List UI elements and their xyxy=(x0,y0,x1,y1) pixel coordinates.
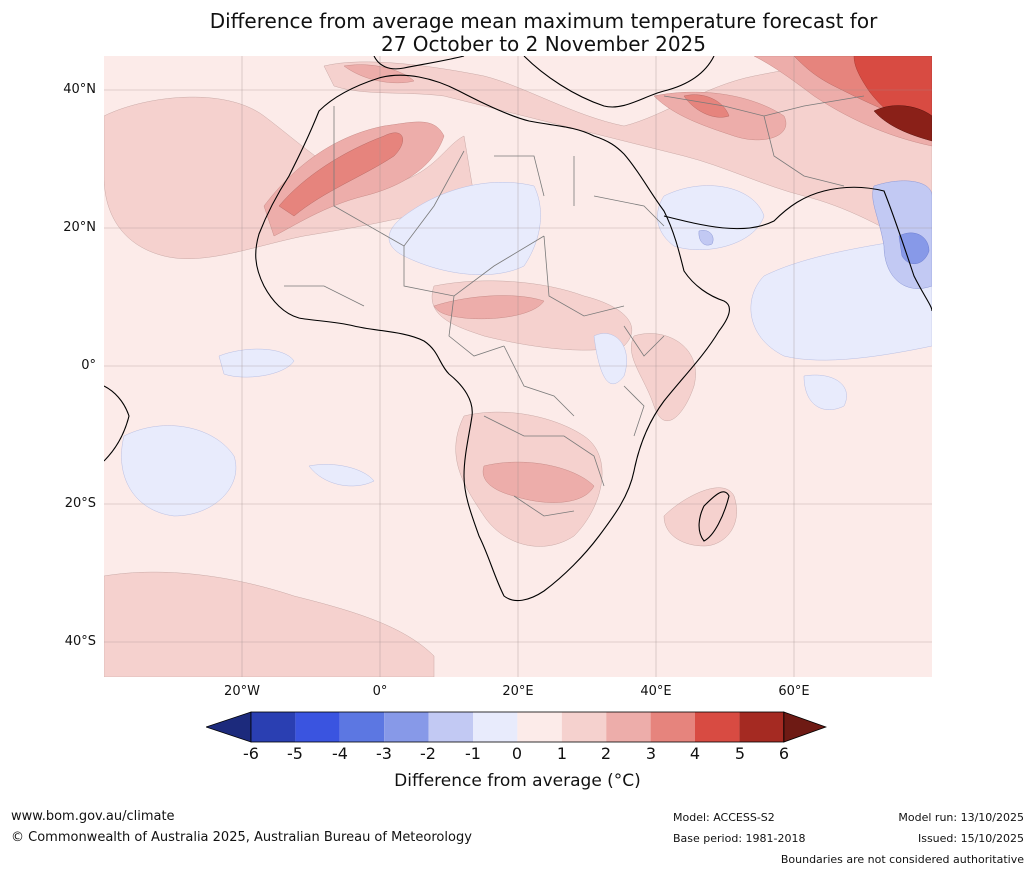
colorbar-cell xyxy=(606,712,651,742)
colorbar-tick: 0 xyxy=(511,744,523,763)
lon-label-40e: 40°E xyxy=(640,684,672,699)
lon-label-0: 0° xyxy=(372,684,388,699)
footer-model-run: Model run: 13/10/2025 xyxy=(898,811,1024,824)
colorbar-tick: 3 xyxy=(645,744,657,763)
colorbar-tick: -4 xyxy=(332,744,348,763)
forecast-map xyxy=(104,56,932,677)
footer-issued: Issued: 15/10/2025 xyxy=(917,832,1024,845)
colorbar-cell xyxy=(295,712,340,742)
colorbar-tick: -1 xyxy=(465,744,481,763)
lat-label-40n: 40°N xyxy=(63,82,96,97)
colorbar-cell xyxy=(428,712,473,742)
footer-copyright: © Commonwealth of Australia 2025, Austra… xyxy=(11,830,472,845)
colorbar-cell xyxy=(695,712,740,742)
colorbar-tick: 4 xyxy=(689,744,701,763)
colorbar-extend-high xyxy=(783,711,827,743)
colorbar-tick: 1 xyxy=(556,744,568,763)
colorbar-cell xyxy=(561,712,607,742)
chart-title: Difference from average mean maximum tem… xyxy=(0,10,1035,56)
title-line-1: Difference from average mean maximum tem… xyxy=(209,9,878,33)
coastlines xyxy=(104,56,932,602)
anomaly-minus-3-minus-2-regions xyxy=(898,232,930,264)
lat-label-40s: 40°S xyxy=(64,634,96,649)
colorbar-cell xyxy=(251,712,296,742)
lat-label-20n: 20°N xyxy=(63,220,96,235)
colorbar-cell xyxy=(517,712,562,742)
lon-label-20w: 20°W xyxy=(224,684,260,699)
anomaly-5-6-regions xyxy=(873,105,932,142)
colorbar-outline xyxy=(250,711,785,743)
lon-label-60e: 60°E xyxy=(778,684,810,699)
colorbar-tick: -6 xyxy=(243,744,259,763)
country-borders xyxy=(284,95,865,517)
colorbar-cells xyxy=(206,711,827,743)
colorbar-tick: 6 xyxy=(778,744,790,763)
colorbar-tick: -5 xyxy=(287,744,303,763)
colorbar-cell xyxy=(384,712,429,742)
colorbar xyxy=(206,711,827,743)
colorbar-cell xyxy=(473,712,518,742)
lat-label-0: 0° xyxy=(81,358,96,373)
footer-website[interactable]: www.bom.gov.au/climate xyxy=(11,809,175,824)
colorbar-tick: 5 xyxy=(734,744,746,763)
colorbar-label: Difference from average (°C) xyxy=(394,771,641,791)
colorbar-tick: 2 xyxy=(600,744,612,763)
footer-base-period: Base period: 1981-2018 xyxy=(673,832,806,845)
footer-model: Model: ACCESS-S2 xyxy=(673,811,775,824)
footer-disclaimer: Boundaries are not considered authoritat… xyxy=(780,853,1024,866)
colorbar-cell xyxy=(650,712,695,742)
graticule-lines xyxy=(104,56,932,677)
colorbar-cell xyxy=(339,712,385,742)
colorbar-extend-low xyxy=(206,711,252,743)
colorbar-cell xyxy=(739,712,784,742)
lon-label-20e: 20°E xyxy=(502,684,534,699)
colorbar-tick: -3 xyxy=(376,744,392,763)
map-canvas xyxy=(104,56,932,677)
title-line-2: 27 October to 2 November 2025 xyxy=(380,32,707,56)
lat-label-20s: 20°S xyxy=(64,496,96,511)
anomaly-minus-1-0-regions xyxy=(121,182,932,517)
colorbar-tick: -2 xyxy=(420,744,436,763)
